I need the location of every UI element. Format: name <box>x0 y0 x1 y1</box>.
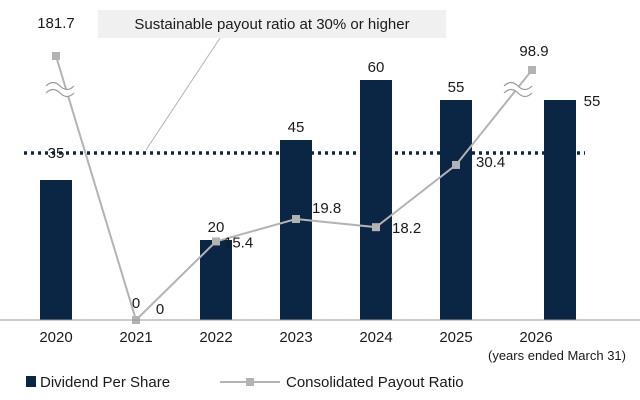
payout-marker-2020 <box>52 52 60 60</box>
payout-label-2025: 30.4 <box>476 154 505 171</box>
legend: Dividend Per Share Consolidated Payout R… <box>26 374 464 391</box>
bar-2023 <box>280 140 312 320</box>
payout-label-2022: 15.4 <box>224 234 253 251</box>
bar-label-2020: 35 <box>48 145 65 162</box>
axis-breaks-group <box>45 81 533 98</box>
payout-marker-2024 <box>372 223 380 232</box>
payout-label-2023: 19.8 <box>312 200 341 217</box>
x-tick-2022: 2022 <box>199 329 232 346</box>
payout-marker-2025 <box>452 160 460 169</box>
payout-marker-2022 <box>212 237 220 246</box>
bar-2024 <box>360 80 392 320</box>
bar-label-2022: 20 <box>208 219 225 236</box>
x-tick-2020: 2020 <box>39 329 72 346</box>
x-tick-2025: 2025 <box>439 329 472 346</box>
x-tick-2026: 2026 <box>519 329 552 346</box>
payout-marker-2023 <box>292 215 300 224</box>
bar-2025 <box>440 100 472 320</box>
axis-break-mark <box>45 81 75 91</box>
x-tick-2021: 2021 <box>119 329 152 346</box>
x-tick-labels: 2020 2021 2022 2023 2024 2025 2026 <box>39 329 552 346</box>
bar-label-2024: 60 <box>368 59 385 76</box>
callout-text: Sustainable payout ratio at 30% or highe… <box>134 16 409 33</box>
bars-group <box>40 80 576 320</box>
axis-break-mark <box>503 88 533 98</box>
bar-label-2025: 55 <box>448 79 465 96</box>
bar-2026 <box>544 100 576 320</box>
payout-label-2021: 0 <box>156 301 164 318</box>
x-axis-note: (years ended March 31) <box>488 348 626 363</box>
x-tick-2023: 2023 <box>279 329 312 346</box>
payout-label-2024: 18.2 <box>392 220 421 237</box>
callout-leader-line <box>145 37 221 151</box>
legend-bar-swatch <box>26 376 36 387</box>
payout-label-2026: 98.9 <box>519 43 548 60</box>
legend-bar-label: Dividend Per Share <box>40 374 170 391</box>
x-tick-2024: 2024 <box>359 329 392 346</box>
data-labels-group: 35 0 20 45 60 55 55 181.7 0 15.4 19.8 18.2 30.4 98.9 <box>37 15 600 318</box>
legend-line-label: Consolidated Payout Ratio <box>286 374 464 391</box>
axis-break-mark <box>503 81 533 91</box>
legend-line-marker <box>246 378 254 386</box>
payout-label-2020: 181.7 <box>37 15 75 32</box>
reference-callout: Sustainable payout ratio at 30% or highe… <box>98 10 446 151</box>
bar-label-2026: 55 <box>584 93 601 110</box>
axis-break-mark <box>45 88 75 98</box>
bar-label-2021: 0 <box>132 295 140 312</box>
bar-label-2023: 45 <box>288 119 305 136</box>
bar-2020 <box>40 180 72 320</box>
callout-box <box>98 10 446 38</box>
payout-marker-2026 <box>528 66 536 74</box>
